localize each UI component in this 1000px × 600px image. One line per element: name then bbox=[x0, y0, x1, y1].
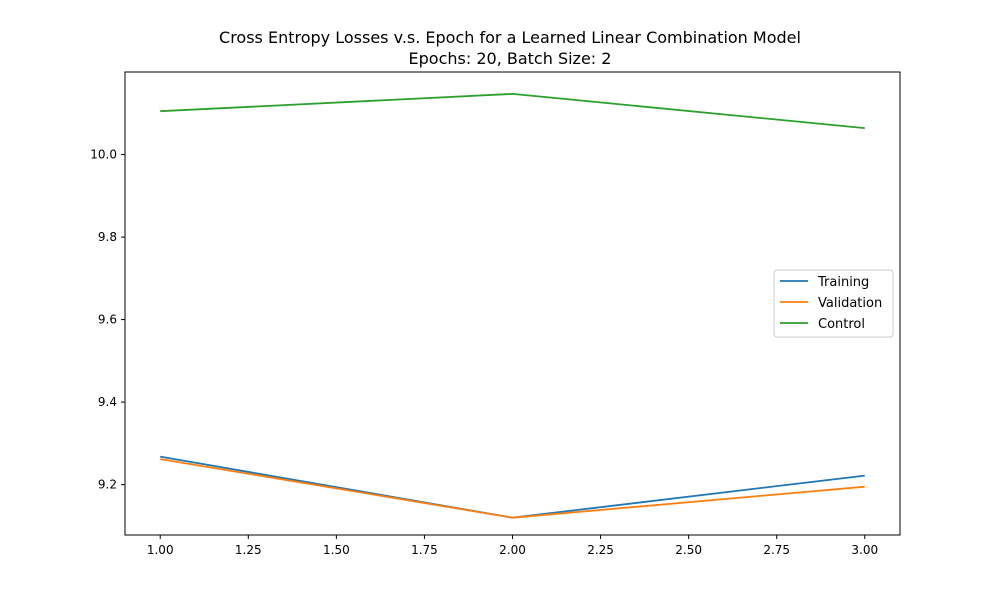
legend-box bbox=[773, 269, 894, 338]
y-tick-label: 9.2 bbox=[98, 478, 117, 492]
chart-title-line-1: Cross Entropy Losses v.s. Epoch for a Le… bbox=[219, 28, 801, 47]
x-tick-label: 2.50 bbox=[675, 543, 702, 557]
x-tick-label: 3.00 bbox=[851, 543, 878, 557]
legend-label-control: Control bbox=[818, 317, 865, 332]
y-tick-label: 9.8 bbox=[98, 230, 117, 244]
y-tick-label: 10.0 bbox=[90, 148, 117, 162]
x-axis: 1.00 1.25 1.50 1.75 2.00 2.25 2.50 2.75 3.00 bbox=[147, 535, 878, 557]
x-tick-label: 2.00 bbox=[499, 543, 526, 557]
plot-frame bbox=[124, 71, 901, 536]
x-tick-label: 1.50 bbox=[323, 543, 350, 557]
legend-label-training: Training bbox=[817, 275, 869, 290]
series-line-validation bbox=[160, 458, 865, 519]
legend-label-validation: Validation bbox=[818, 296, 882, 311]
x-tick-label: 1.25 bbox=[235, 543, 262, 557]
x-tick-label: 1.75 bbox=[411, 543, 438, 557]
plot-area bbox=[124, 71, 901, 536]
chart-title-line-2: Epochs: 20, Batch Size: 2 bbox=[409, 49, 612, 68]
legend: Training Validation Control bbox=[773, 269, 894, 338]
series-layer bbox=[160, 93, 865, 519]
y-tick-label: 9.6 bbox=[98, 313, 117, 327]
x-tick-label: 2.75 bbox=[763, 543, 790, 557]
y-axis: 9.2 9.4 9.6 9.8 10.0 bbox=[90, 148, 125, 492]
x-tick-label: 2.25 bbox=[587, 543, 614, 557]
x-tick-label: 1.00 bbox=[147, 543, 174, 557]
y-tick-label: 9.4 bbox=[98, 395, 117, 409]
series-line-control bbox=[160, 93, 865, 129]
